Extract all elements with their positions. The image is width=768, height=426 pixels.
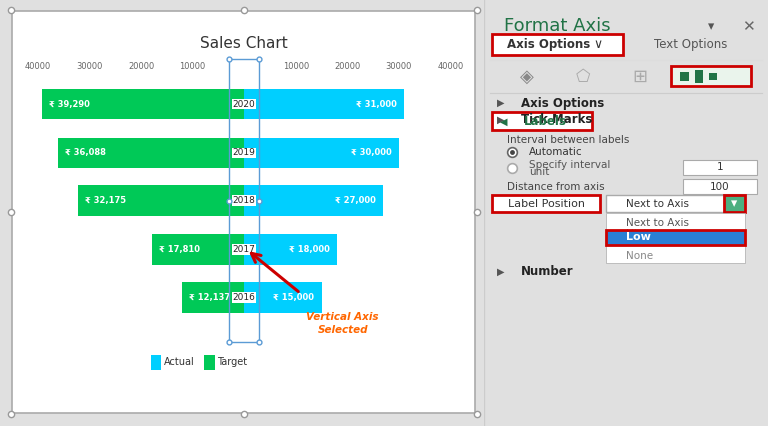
Text: ₹ 27,000: ₹ 27,000 xyxy=(336,196,376,205)
Text: ▶: ▶ xyxy=(497,114,505,124)
Text: High: High xyxy=(626,229,650,239)
Text: 30000: 30000 xyxy=(386,62,412,71)
Text: ▾: ▾ xyxy=(708,20,714,33)
Bar xyxy=(182,282,244,313)
Bar xyxy=(41,89,244,119)
Text: ₹ 31,000: ₹ 31,000 xyxy=(356,100,397,109)
Text: Low: Low xyxy=(626,232,650,242)
FancyBboxPatch shape xyxy=(606,230,745,245)
FancyBboxPatch shape xyxy=(683,179,756,194)
Bar xyxy=(680,72,689,81)
Text: ₹ 12,137: ₹ 12,137 xyxy=(189,293,230,302)
Bar xyxy=(58,138,244,168)
FancyBboxPatch shape xyxy=(606,213,745,263)
Text: Actual: Actual xyxy=(164,357,194,368)
Bar xyxy=(204,355,215,370)
Text: Next to Axis: Next to Axis xyxy=(626,218,689,228)
Text: 40000: 40000 xyxy=(25,62,51,71)
Text: ₹ 36,088: ₹ 36,088 xyxy=(65,148,106,158)
FancyBboxPatch shape xyxy=(492,34,623,55)
Text: ₹ 39,290: ₹ 39,290 xyxy=(49,100,90,109)
Text: 1: 1 xyxy=(717,162,723,173)
Text: Target: Target xyxy=(217,357,247,368)
Text: Axis Options: Axis Options xyxy=(521,97,604,109)
Bar xyxy=(244,282,322,313)
FancyBboxPatch shape xyxy=(683,160,756,175)
Text: Sales Chart: Sales Chart xyxy=(200,36,288,51)
FancyBboxPatch shape xyxy=(492,195,601,212)
Text: Tick Marks: Tick Marks xyxy=(521,113,592,126)
Text: ◈: ◈ xyxy=(519,68,534,86)
Text: Text Options: Text Options xyxy=(654,38,728,51)
FancyBboxPatch shape xyxy=(12,12,475,413)
Text: 10000: 10000 xyxy=(283,62,309,71)
Text: ▶: ▶ xyxy=(497,98,505,108)
Bar xyxy=(152,234,244,265)
Text: Specify interval: Specify interval xyxy=(529,160,611,170)
FancyBboxPatch shape xyxy=(492,112,592,130)
Bar xyxy=(709,73,717,80)
Text: 10000: 10000 xyxy=(180,62,206,71)
Text: Distance from axis: Distance from axis xyxy=(507,181,604,192)
Bar xyxy=(78,185,244,216)
Text: 40000: 40000 xyxy=(437,62,463,71)
Text: Label Position: Label Position xyxy=(508,199,585,209)
Text: 2016: 2016 xyxy=(233,293,256,302)
Text: ₹ 32,175: ₹ 32,175 xyxy=(85,196,127,205)
Text: 100: 100 xyxy=(710,181,730,192)
Text: Interval between labels: Interval between labels xyxy=(507,135,629,145)
Text: ₹ 18,000: ₹ 18,000 xyxy=(289,245,330,254)
Text: 2017: 2017 xyxy=(233,245,256,254)
Bar xyxy=(229,59,260,342)
Text: Automatic: Automatic xyxy=(529,147,583,157)
Text: ∨: ∨ xyxy=(593,38,602,51)
FancyBboxPatch shape xyxy=(606,195,740,212)
Text: ◀: ◀ xyxy=(500,116,508,127)
Text: ₹ 30,000: ₹ 30,000 xyxy=(351,148,392,158)
Text: ₹ 15,000: ₹ 15,000 xyxy=(273,293,315,302)
Text: 2019: 2019 xyxy=(233,148,256,158)
Text: Axis Options: Axis Options xyxy=(507,38,590,51)
Text: 20000: 20000 xyxy=(334,62,360,71)
Text: unit: unit xyxy=(529,167,550,177)
Text: 20000: 20000 xyxy=(128,62,154,71)
Bar xyxy=(244,138,399,168)
Text: Next to Axis: Next to Axis xyxy=(626,199,689,209)
Text: ✕: ✕ xyxy=(742,19,754,34)
Bar xyxy=(695,70,703,83)
Text: ⊞: ⊞ xyxy=(633,68,647,86)
Text: Format Axis: Format Axis xyxy=(504,17,611,35)
Bar xyxy=(244,89,404,119)
Bar xyxy=(244,185,383,216)
Text: Vertical Axis
Selected: Vertical Axis Selected xyxy=(306,312,379,335)
Text: Labels: Labels xyxy=(524,115,567,128)
Text: 2018: 2018 xyxy=(233,196,256,205)
Text: Number: Number xyxy=(521,265,574,278)
Bar xyxy=(244,234,337,265)
Bar xyxy=(151,355,161,370)
FancyBboxPatch shape xyxy=(724,195,745,212)
Text: ▶: ▶ xyxy=(497,267,505,277)
Text: 30000: 30000 xyxy=(77,62,103,71)
Text: ▾: ▾ xyxy=(731,197,737,210)
Text: 2020: 2020 xyxy=(233,100,256,109)
Text: None: None xyxy=(626,251,653,262)
Text: ₹ 17,810: ₹ 17,810 xyxy=(160,245,200,254)
FancyBboxPatch shape xyxy=(671,66,751,86)
Text: ⬠: ⬠ xyxy=(576,68,591,86)
